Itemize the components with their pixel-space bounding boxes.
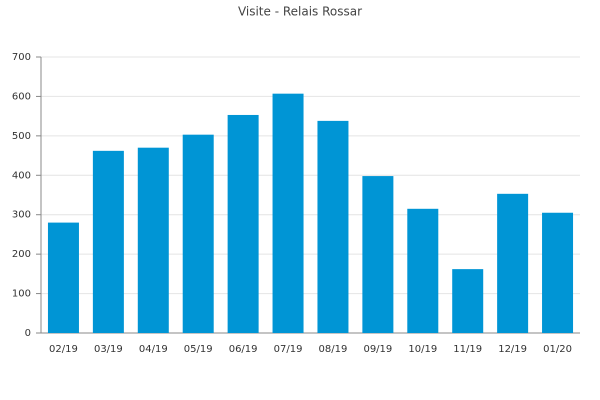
y-tick-label: 700 (12, 52, 31, 63)
x-tick-label: 02/19 (49, 344, 78, 355)
x-tick-label: 06/19 (229, 344, 258, 355)
bar (362, 176, 394, 333)
bar (47, 222, 79, 333)
bar (542, 212, 574, 333)
x-tick-label: 07/19 (274, 344, 303, 355)
chart-title: Visite - Relais Rossar (238, 5, 362, 19)
bar (92, 150, 124, 333)
y-tick-label: 500 (12, 131, 31, 142)
bar (407, 208, 439, 333)
bar (272, 93, 304, 333)
bar (137, 147, 169, 333)
x-tick-label: 11/19 (453, 344, 482, 355)
x-tick-label: 12/19 (498, 344, 527, 355)
y-tick-label: 100 (12, 289, 31, 300)
x-tick-label: 05/19 (184, 344, 213, 355)
x-tick-label: 03/19 (94, 344, 123, 355)
bar (452, 269, 484, 333)
bar (182, 134, 214, 333)
x-tick-label: 01/20 (543, 344, 572, 355)
x-tick-label: 08/19 (319, 344, 348, 355)
y-tick-label: 400 (12, 170, 31, 181)
bar (227, 114, 259, 334)
bar (497, 193, 529, 333)
bar (317, 120, 349, 333)
y-tick-label: 300 (12, 210, 31, 221)
y-tick-label: 200 (12, 249, 31, 260)
x-tick-label: 04/19 (139, 344, 168, 355)
y-tick-label: 0 (25, 328, 31, 339)
x-tick-label: 10/19 (408, 344, 437, 355)
y-tick-label: 600 (12, 91, 31, 102)
x-tick-label: 09/19 (363, 344, 392, 355)
